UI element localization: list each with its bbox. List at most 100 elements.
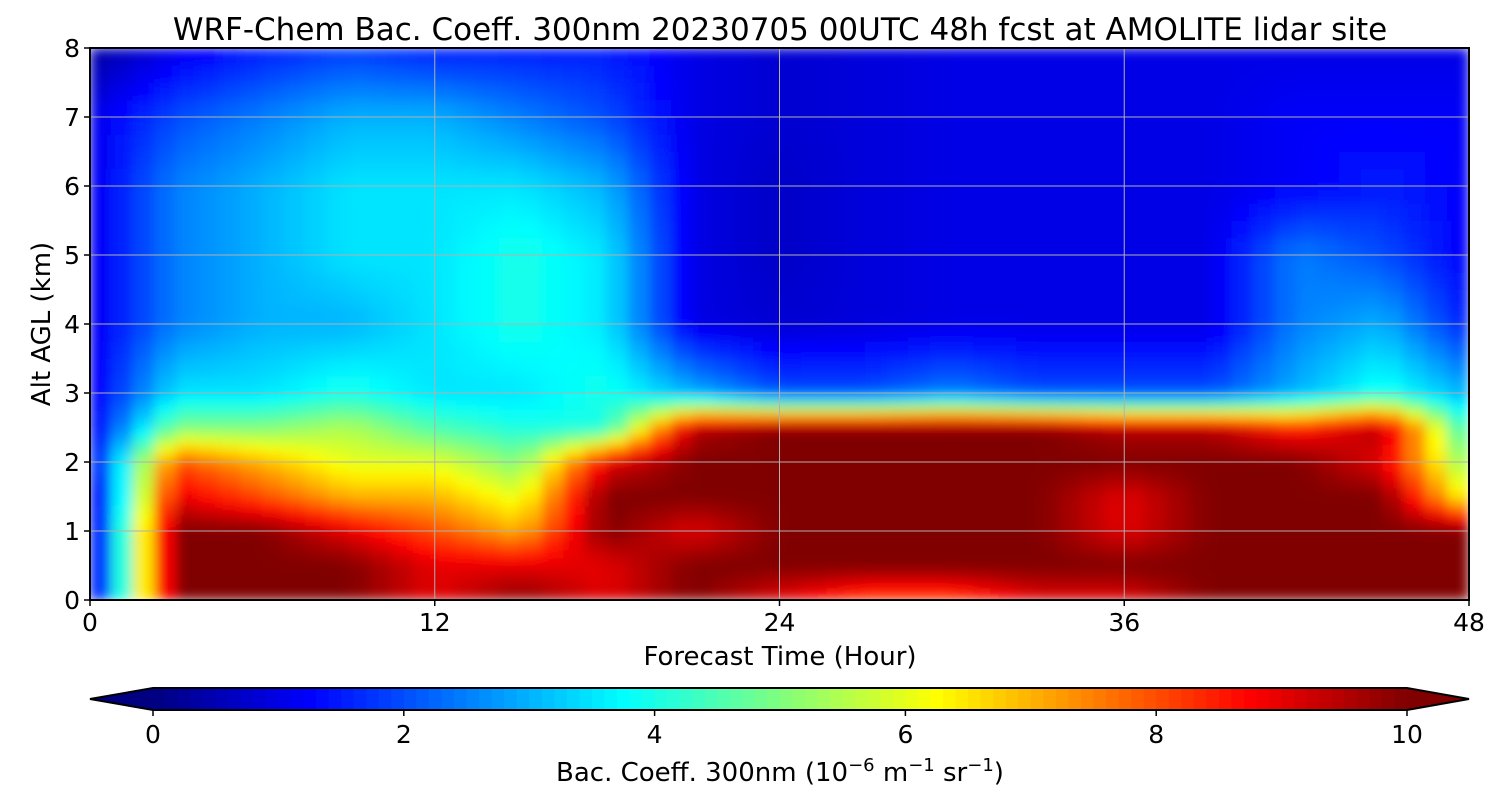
- heatmap-cell: [369, 237, 393, 256]
- heatmap-cell: [951, 116, 974, 135]
- heatmap-cell: [1188, 289, 1211, 308]
- heatmap-cell: [671, 323, 694, 342]
- heatmap-cell: [563, 427, 587, 437]
- heatmap-cell: [1360, 496, 1384, 506]
- heatmap-cell: [1080, 271, 1104, 290]
- heatmap-cell: [391, 435, 414, 446]
- heatmap-cell: [908, 133, 931, 152]
- heatmap-cell: [477, 487, 500, 497]
- colorbar-segment: [1043, 688, 1057, 710]
- heatmap-cell: [1059, 64, 1082, 83]
- heatmap-cell: [1059, 168, 1082, 187]
- heatmap-cell: [1446, 513, 1469, 523]
- heatmap-cell: [132, 375, 156, 394]
- heatmap-cell: [197, 496, 220, 506]
- heatmap-cell: [1123, 392, 1147, 403]
- heatmap-cell: [1209, 99, 1233, 118]
- heatmap-cell: [1274, 547, 1298, 558]
- heatmap-cell: [1037, 64, 1061, 83]
- heatmap-cell: [951, 565, 974, 575]
- colorbar-segment: [403, 688, 417, 710]
- heatmap-cell: [1037, 590, 1061, 600]
- heatmap-cell: [1382, 271, 1405, 290]
- heatmap-cell: [369, 323, 393, 342]
- heatmap-cell: [714, 289, 737, 308]
- heatmap-cell: [1188, 521, 1211, 532]
- heatmap-cell: [800, 539, 824, 549]
- heatmap-cell: [1360, 521, 1384, 532]
- heatmap-cell: [283, 496, 306, 506]
- heatmap-cell: [283, 521, 306, 532]
- colorbar-segment: [391, 688, 405, 710]
- heatmap-cell: [779, 521, 802, 532]
- heatmap-cell: [261, 99, 285, 118]
- heatmap-cell: [1296, 556, 1319, 566]
- heatmap-cell: [1145, 444, 1168, 454]
- heatmap-cell: [1425, 289, 1448, 308]
- heatmap-cell: [735, 151, 759, 170]
- heatmap-cell: [779, 573, 802, 584]
- heatmap-cell: [455, 254, 479, 273]
- heatmap-cell: [779, 202, 802, 221]
- heatmap-cell: [563, 48, 587, 66]
- heatmap-cell: [1253, 556, 1276, 566]
- heatmap-cell: [649, 496, 673, 506]
- heatmap-cell: [326, 375, 350, 394]
- heatmap-cell: [477, 401, 500, 411]
- heatmap-cell: [304, 151, 328, 170]
- heatmap-cell: [498, 401, 522, 411]
- heatmap-cell: [1253, 306, 1276, 325]
- heatmap-cell: [541, 202, 565, 221]
- heatmap-cell: [843, 220, 867, 239]
- heatmap-cell: [1296, 539, 1319, 549]
- heatmap-cell: [1102, 340, 1125, 359]
- heatmap-cell: [1209, 582, 1233, 592]
- heatmap-cell: [1274, 470, 1298, 480]
- heatmap-cell: [1296, 547, 1319, 558]
- heatmap-cell: [1360, 82, 1384, 101]
- heatmap-cell: [520, 418, 543, 428]
- heatmap-cell: [994, 504, 1018, 515]
- heatmap-cell: [1253, 99, 1276, 118]
- heatmap-cell: [391, 530, 414, 541]
- heatmap-cell: [1080, 530, 1104, 541]
- heatmap-cell: [369, 340, 393, 359]
- heatmap-cell: [111, 237, 134, 256]
- heatmap-cell: [563, 504, 587, 515]
- heatmap-cell: [326, 358, 350, 377]
- heatmap-cell: [369, 289, 393, 308]
- heatmap-cell: [412, 530, 436, 541]
- colorbar-segment: [817, 688, 831, 710]
- heatmap-cell: [865, 401, 888, 411]
- colorbar-segment: [203, 688, 217, 710]
- heatmap-cell: [757, 271, 780, 290]
- colorbar-segment: [328, 688, 342, 710]
- heatmap-cell: [391, 444, 414, 454]
- heatmap-cell: [1102, 306, 1125, 325]
- heatmap-cell: [951, 185, 974, 204]
- heatmap-cell: [1296, 409, 1319, 420]
- heatmap-cell: [477, 168, 500, 187]
- heatmap-cell: [1253, 220, 1276, 239]
- heatmap-cell: [1339, 202, 1362, 221]
- heatmap-cell: [1123, 504, 1147, 515]
- heatmap-cell: [1425, 504, 1448, 515]
- heatmap-cell: [735, 237, 759, 256]
- heatmap-cell: [714, 418, 737, 428]
- heatmap-cell: [369, 409, 393, 420]
- heatmap-cell: [1403, 116, 1427, 135]
- heatmap-cell: [1339, 582, 1362, 592]
- heatmap-cell: [1425, 392, 1448, 403]
- heatmap-cell: [1403, 487, 1427, 497]
- heatmap-cell: [1446, 185, 1469, 204]
- heatmap-cell: [154, 461, 177, 472]
- heatmap-cell: [1339, 375, 1362, 394]
- heatmap-cell: [240, 306, 263, 325]
- heatmap-cell: [735, 254, 759, 273]
- heatmap-cell: [1231, 470, 1255, 480]
- heatmap-cell: [1253, 478, 1276, 489]
- heatmap-cell: [154, 487, 177, 497]
- heatmap-cell: [261, 82, 285, 101]
- heatmap-cell: [132, 435, 156, 446]
- heatmap-cell: [283, 220, 306, 239]
